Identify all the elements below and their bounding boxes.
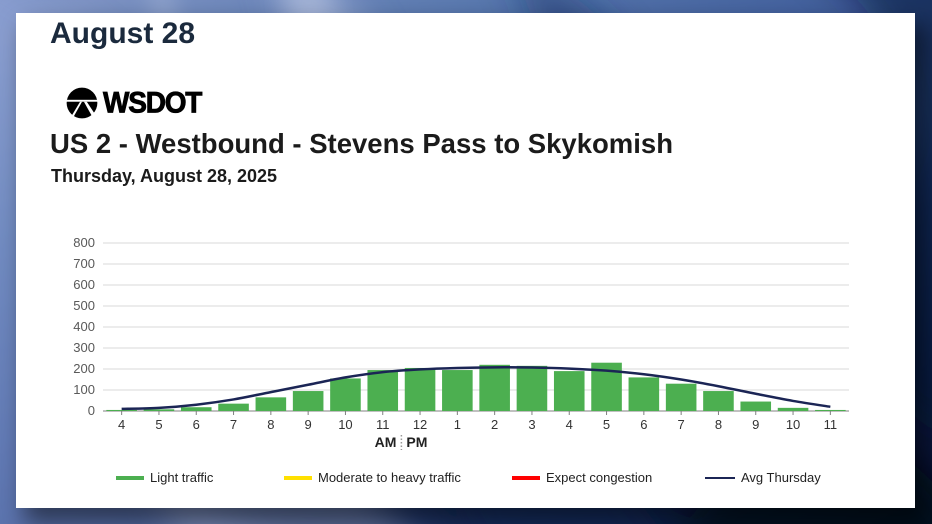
svg-text:4: 4 [118,417,125,432]
svg-text:2: 2 [491,417,498,432]
svg-text:6: 6 [640,417,647,432]
svg-text:200: 200 [73,361,95,376]
svg-text:PM: PM [406,434,427,450]
svg-text:700: 700 [73,256,95,271]
svg-text:1: 1 [454,417,461,432]
svg-text:4: 4 [566,417,573,432]
svg-text:5: 5 [155,417,162,432]
svg-text:7: 7 [230,417,237,432]
svg-text:400: 400 [73,319,95,334]
svg-text:3: 3 [528,417,535,432]
svg-text:8: 8 [715,417,722,432]
svg-text:300: 300 [73,340,95,355]
svg-text:11: 11 [824,417,838,432]
svg-text:0: 0 [88,403,95,418]
svg-text:9: 9 [305,417,312,432]
svg-text:11: 11 [376,417,390,432]
svg-text:9: 9 [752,417,759,432]
svg-text:100: 100 [73,382,95,397]
svg-text:8: 8 [267,417,274,432]
svg-text:800: 800 [73,236,95,250]
svg-text:10: 10 [338,417,352,432]
svg-text:10: 10 [786,417,800,432]
svg-text:AM: AM [375,434,397,450]
svg-text:7: 7 [678,417,685,432]
svg-text:600: 600 [73,277,95,292]
svg-text:500: 500 [73,298,95,313]
svg-text:5: 5 [603,417,610,432]
svg-text:12: 12 [413,417,427,432]
svg-text:6: 6 [193,417,200,432]
